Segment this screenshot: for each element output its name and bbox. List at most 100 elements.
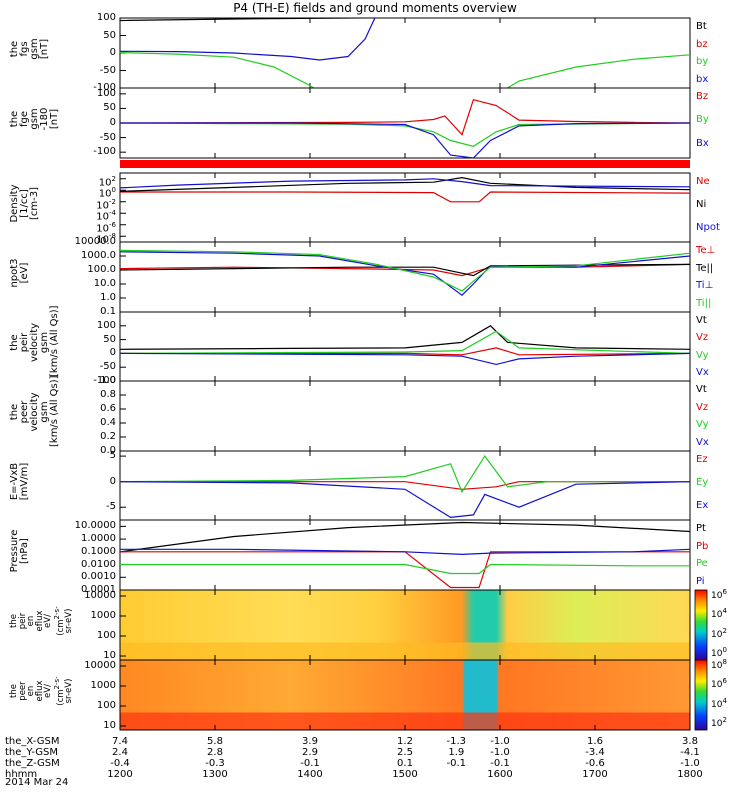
- peir_spec-low-energy-band: [120, 642, 690, 660]
- legend-Vz: Vz: [696, 332, 709, 344]
- y-tick-label: 100.0: [87, 264, 116, 275]
- panel-efield: [119, 450, 691, 521]
- panel-frame: [119, 17, 691, 89]
- panel-frame: [119, 380, 691, 452]
- series-pressure-Pt: [120, 521, 690, 553]
- x-axis-value: -1.0: [490, 747, 510, 758]
- y-tick-label: -50: [99, 361, 116, 373]
- colorbar-tick-label: 102: [711, 626, 727, 640]
- y-tick-label: -100: [93, 82, 116, 93]
- legend-Pe: Pe: [696, 558, 708, 569]
- x-axis-value: 3.9: [302, 736, 318, 747]
- y-tick-label: 0.2: [100, 431, 116, 442]
- panel-frame: [119, 311, 691, 382]
- legend-Te||: Te||: [696, 262, 714, 274]
- series-fgs-by: [120, 52, 690, 88]
- y-axis-label: the peer velocity gsm [km/s (All Qs)]: [9, 375, 60, 447]
- colorbar-tick-label: 102: [711, 716, 727, 730]
- x-axis-value: 2.9: [302, 747, 318, 758]
- y-tick-label: 0.1000: [81, 545, 116, 557]
- colorbar-tick-label: 104: [711, 696, 727, 710]
- y-tick-label: 1.0: [100, 292, 116, 303]
- series-vpeir-Vy: [120, 330, 690, 354]
- y-tick-label: -50: [99, 131, 116, 143]
- y-tick-label: 50: [103, 102, 116, 114]
- colorbar-tick-label: 100: [711, 646, 727, 660]
- y-tick-label: 0.4: [100, 417, 116, 428]
- y-axis-label: npot3 [eV]: [9, 258, 30, 288]
- x-axis-value: 1800: [677, 769, 703, 780]
- colorbar-tick-label: 108: [711, 658, 727, 671]
- legend-Bz: Bz: [696, 91, 709, 102]
- y-tick-label: 10-6: [96, 220, 116, 235]
- y-tick-label: 0: [109, 475, 116, 487]
- panel-fgs: [119, 17, 691, 89]
- y-tick-label: 50: [103, 29, 116, 41]
- y-tick-label: 1000: [90, 680, 116, 691]
- y-tick-label: -50: [99, 64, 116, 76]
- x-axis-value: 1.2: [397, 736, 413, 747]
- legend-Npot: Npot: [696, 222, 720, 233]
- y-tick-label: 0.6: [100, 403, 116, 414]
- y-tick-label: 10-2: [96, 197, 116, 212]
- legend-Ne: Ne: [696, 176, 710, 187]
- legend-Pt: Pt: [696, 523, 706, 534]
- x-axis-value: 1400: [297, 769, 323, 780]
- x-axis-value: -1.0: [490, 736, 510, 747]
- y-tick-label: 10: [103, 650, 116, 661]
- x-axis-row-label: the_X-GSM: [5, 736, 60, 747]
- y-tick-label: 5: [109, 450, 116, 462]
- series-density-Npot: [120, 178, 690, 189]
- y-tick-label: 10000: [84, 590, 116, 601]
- y-tick-label: 10: [103, 720, 116, 731]
- x-axis-value: 1200: [107, 769, 133, 780]
- y-tick-label: 102: [98, 174, 116, 189]
- legend-Ti⊥: Ti⊥: [696, 280, 714, 291]
- y-axis-label: Density [1/cc] [cm-3]: [9, 184, 40, 223]
- series-fgs-Bt: [120, 18, 422, 22]
- y-tick-label: 100: [96, 319, 116, 331]
- panel-frame: [119, 172, 691, 243]
- legend-Ni: Ni: [696, 199, 707, 210]
- legend-Vt: Vt: [696, 315, 707, 326]
- y-tick-label: 0: [109, 47, 116, 58]
- y-tick-label: 0.0010: [81, 571, 116, 583]
- series-fge-By: [120, 122, 690, 147]
- panel-pressure: [119, 519, 691, 591]
- y-tick-label: 0.0001: [81, 584, 116, 595]
- panel-fge: [119, 87, 691, 159]
- colorbar-tick-label: 104: [711, 607, 727, 621]
- y-tick-label: 100: [96, 12, 116, 23]
- x-axis-value: -0.1: [446, 758, 467, 769]
- series-efield-Ex: [120, 481, 690, 519]
- legend-Vx: Vx: [696, 366, 709, 378]
- x-axis-value: 0.1: [397, 758, 413, 769]
- x-axis-value: -1.0: [680, 758, 700, 769]
- x-axis-value: -0.1: [490, 758, 510, 769]
- y-axis-label: the peir velocity gsm [km/s (All Qs)]: [9, 305, 60, 377]
- legend-Vz: Vz: [696, 401, 709, 413]
- legend-Bt: Bt: [696, 21, 707, 32]
- series-fge-Bz: [120, 98, 690, 136]
- y-tick-label: -100: [93, 375, 116, 386]
- x-axis-row-label: the_Z-GSM: [5, 758, 60, 769]
- x-axis-value: 1.6: [587, 736, 603, 747]
- x-axis-value: 2.5: [397, 747, 413, 758]
- y-tick-label: 1.0000: [81, 533, 116, 545]
- legend-Vy: Vy: [696, 419, 709, 430]
- y-tick-label: 0.0: [100, 445, 116, 456]
- panel-frame: [119, 450, 691, 521]
- series-vpeir-Vz: [120, 347, 690, 356]
- x-axis-value: -1.3: [446, 736, 467, 747]
- y-tick-label: 0: [109, 117, 116, 128]
- y-tick-label: 10.0000: [74, 520, 116, 532]
- y-tick-label: 1000: [90, 610, 116, 621]
- legend-Ti||: Ti||: [696, 297, 712, 309]
- x-axis-value: 1300: [202, 769, 228, 780]
- x-axis-value: -0.6: [585, 758, 605, 769]
- legend-Vt: Vt: [696, 384, 707, 395]
- y-tick-label: -100: [93, 146, 116, 158]
- y-tick-label: 10000.0: [74, 236, 116, 247]
- legend-bx: bx: [696, 73, 709, 85]
